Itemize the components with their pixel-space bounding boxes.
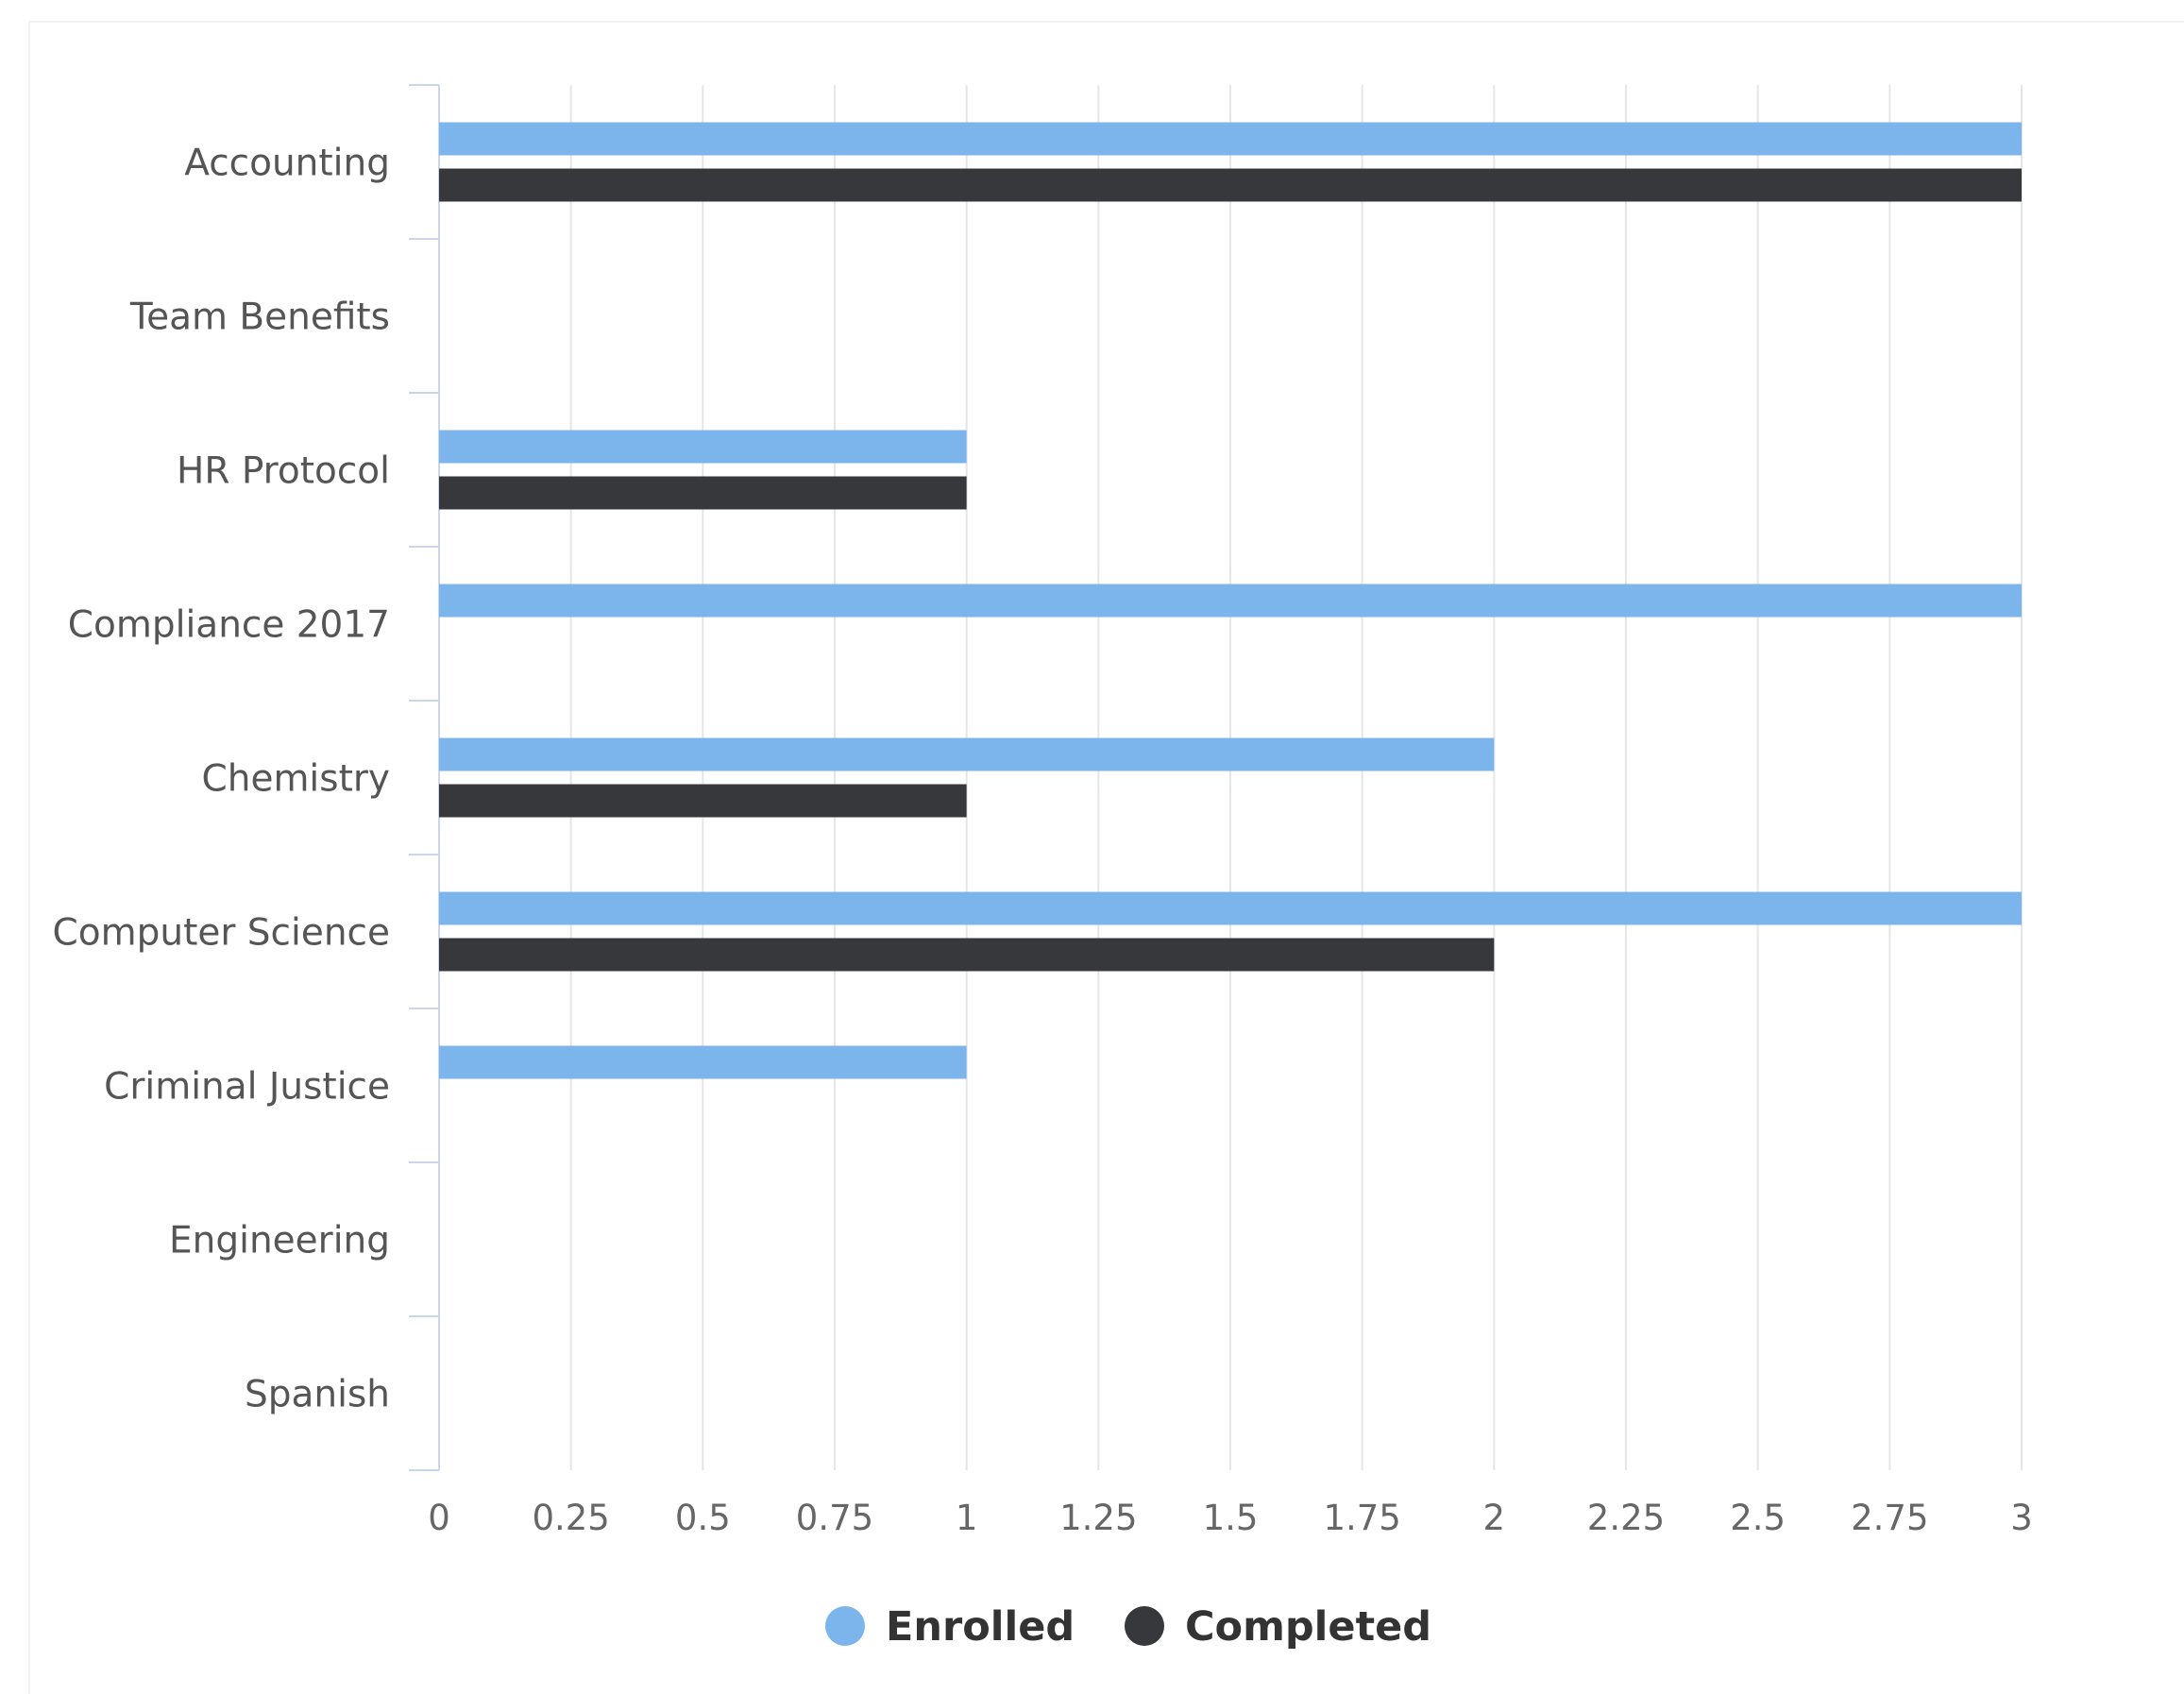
chart-card: [28, 21, 2184, 1694]
bar-enrolled[interactable]: [439, 122, 2022, 156]
x-tick-labels: 0 0.25 0.5 0.75 1 1.25 1.5 1.75 2 2.25 2.5 2.75 3: [428, 1498, 2033, 1538]
bar-enrolled[interactable]: [439, 1045, 967, 1079]
x-tick-label: 0.25: [532, 1498, 609, 1538]
x-tick-label: 3: [2010, 1498, 2033, 1538]
category-label: Criminal Justice: [104, 1066, 390, 1109]
x-tick-label: 1: [956, 1498, 978, 1538]
x-tick-label: 0.5: [675, 1498, 731, 1538]
legend-label: Completed: [1185, 1603, 1431, 1651]
grid-lines: [569, 85, 2023, 1470]
legend-marker: [825, 1606, 865, 1646]
x-tick-label: 0: [428, 1498, 450, 1538]
legend-item-enrolled[interactable]: Enrolled: [825, 1603, 1075, 1651]
legend[interactable]: Enrolled Completed: [825, 1603, 1431, 1651]
category-label: Engineering: [169, 1220, 390, 1262]
x-tick-label: 1.25: [1059, 1498, 1137, 1538]
x-tick-label: 1.5: [1203, 1498, 1259, 1538]
x-tick-label: 0.75: [796, 1498, 873, 1538]
bar-enrolled[interactable]: [439, 737, 1495, 771]
x-tick-label: 2.5: [1730, 1498, 1786, 1538]
x-tick-label: 2.75: [1851, 1498, 1928, 1538]
x-tick-label: 2.25: [1587, 1498, 1665, 1538]
legend-marker: [1125, 1606, 1164, 1646]
bar-completed[interactable]: [439, 784, 967, 818]
bar-enrolled[interactable]: [439, 430, 967, 464]
legend-label: Enrolled: [886, 1603, 1075, 1651]
bar-enrolled[interactable]: [439, 584, 2022, 618]
y-axis: [409, 84, 440, 1471]
x-tick-label: 2: [1483, 1498, 1506, 1538]
bars: [439, 122, 2022, 1079]
bar-completed[interactable]: [439, 476, 967, 510]
bar-completed[interactable]: [439, 938, 1495, 972]
legend-item-completed[interactable]: Completed: [1125, 1603, 1431, 1651]
x-tick-label: 1.75: [1323, 1498, 1400, 1538]
category-label: Accounting: [184, 143, 390, 185]
category-label: Spanish: [245, 1374, 390, 1416]
category-label: Chemistry: [202, 758, 391, 801]
category-labels: Accounting Team Benefits HR Protocol Compli…: [53, 143, 390, 1416]
category-label: HR Protocol: [177, 450, 390, 493]
category-label: Computer Science: [53, 912, 390, 955]
bar-completed[interactable]: [439, 168, 2022, 202]
category-label: Compliance 2017: [68, 604, 390, 647]
bar-enrolled[interactable]: [439, 891, 2022, 925]
category-label: Team Benefits: [129, 296, 390, 339]
